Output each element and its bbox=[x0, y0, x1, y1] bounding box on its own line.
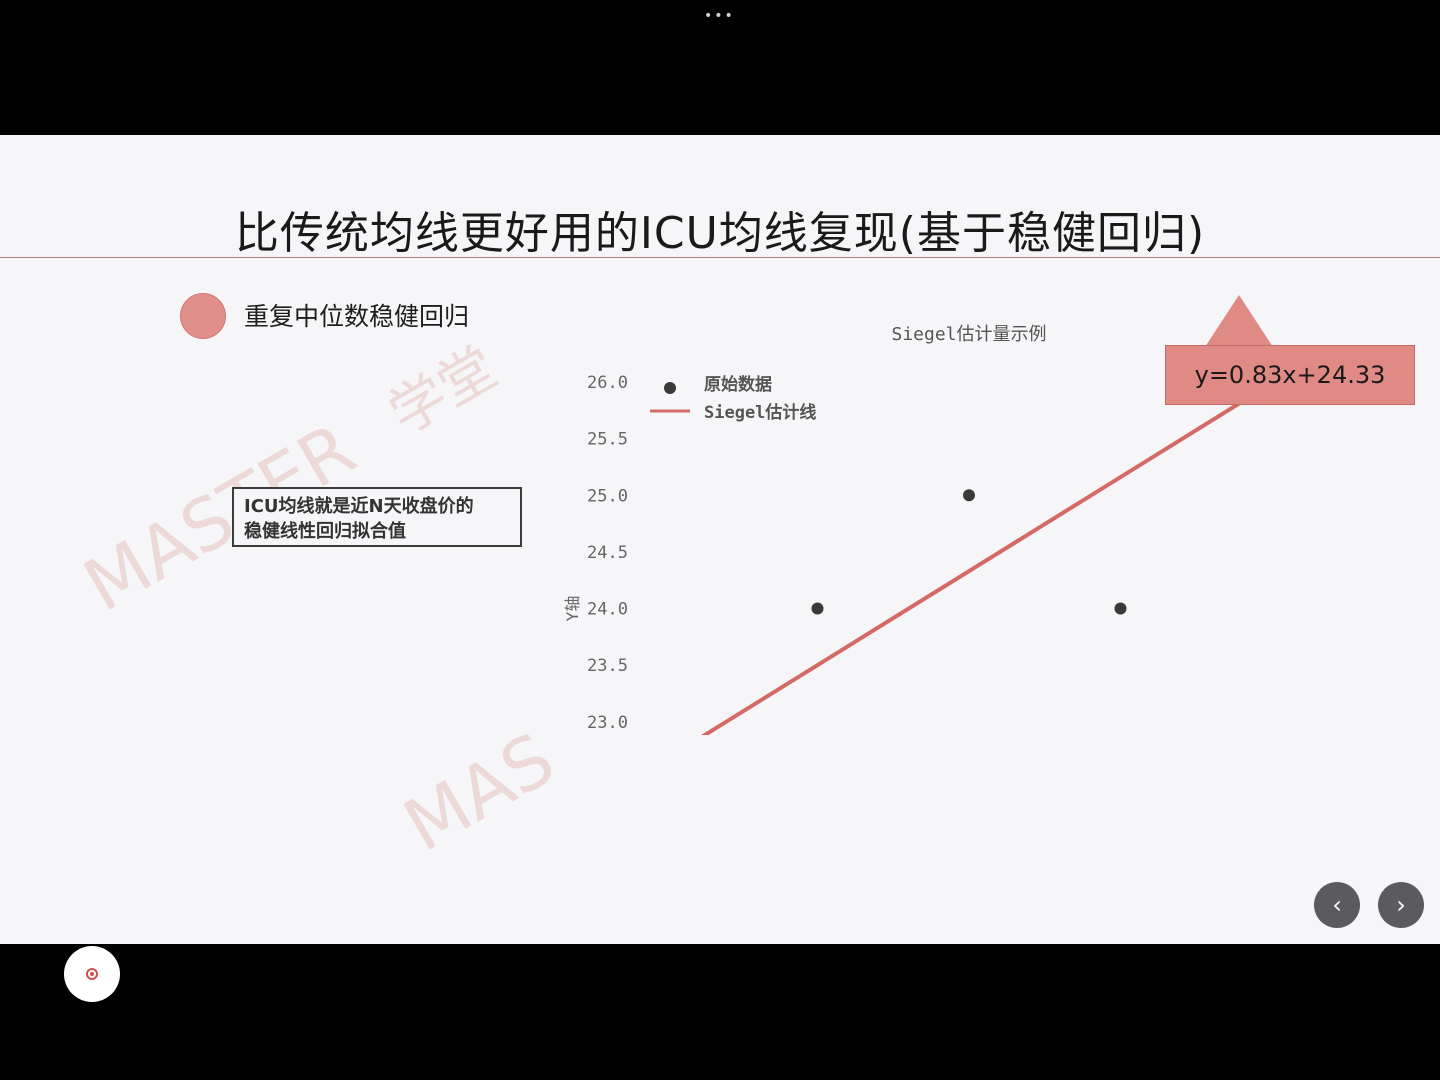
bullet-icon bbox=[180, 293, 226, 339]
equation-callout: y=0.83x+24.33 bbox=[1165, 345, 1415, 405]
title-divider bbox=[0, 257, 1440, 258]
top-black-bar: ••• bbox=[0, 0, 1440, 135]
record-icon bbox=[86, 968, 98, 980]
prev-slide-button[interactable]: ‹ bbox=[1314, 882, 1360, 928]
bullet-text: 重复中位数稳健回归 bbox=[244, 302, 470, 331]
data-point bbox=[1114, 602, 1127, 615]
y-tick-label: 24.0 bbox=[587, 600, 628, 620]
y-tick-label: 25.0 bbox=[587, 486, 628, 506]
legend-marker-scatter bbox=[664, 382, 676, 394]
watermark-text: MAS bbox=[390, 716, 569, 868]
bottom-black-bar bbox=[0, 944, 1440, 1080]
chevron-right-icon: › bbox=[1396, 891, 1406, 919]
slide: 比传统均线更好用的ICU均线复现(基于稳健回归) MASTER 学堂 MAS 重… bbox=[0, 135, 1440, 944]
more-options-icon[interactable]: ••• bbox=[704, 8, 735, 24]
siegel-chart: Siegel估计量示例22.022.523.023.524.024.525.02… bbox=[563, 324, 1278, 735]
data-point bbox=[811, 602, 824, 615]
legend-label: 原始数据 bbox=[704, 374, 772, 395]
y-tick-label: 26.0 bbox=[587, 373, 628, 393]
legend-label: Siegel估计线 bbox=[704, 402, 816, 423]
siegel-fit-line bbox=[701, 381, 1274, 735]
y-tick-label: 24.5 bbox=[587, 543, 628, 563]
chevron-left-icon: ‹ bbox=[1332, 891, 1342, 919]
y-axis-label: Y轴 bbox=[563, 596, 582, 622]
data-point bbox=[963, 489, 975, 502]
record-button[interactable] bbox=[64, 946, 120, 1002]
next-slide-button[interactable]: › bbox=[1378, 882, 1424, 928]
y-tick-label: 25.5 bbox=[587, 430, 628, 450]
note-line: ICU均线就是近N天收盘价的 bbox=[244, 496, 474, 517]
note-box: ICU均线就是近N天收盘价的 稳健线性回归拟合值 bbox=[232, 487, 522, 547]
callout-pointer bbox=[1205, 295, 1273, 347]
slide-title: 比传统均线更好用的ICU均线复现(基于稳健回归) bbox=[234, 208, 1206, 259]
chart-title: Siegel估计量示例 bbox=[891, 324, 1046, 345]
watermark-text: 学堂 bbox=[378, 335, 508, 448]
y-tick-label: 23.0 bbox=[587, 713, 628, 733]
y-tick-label: 23.5 bbox=[587, 656, 628, 676]
note-line: 稳健线性回归拟合值 bbox=[244, 521, 406, 542]
